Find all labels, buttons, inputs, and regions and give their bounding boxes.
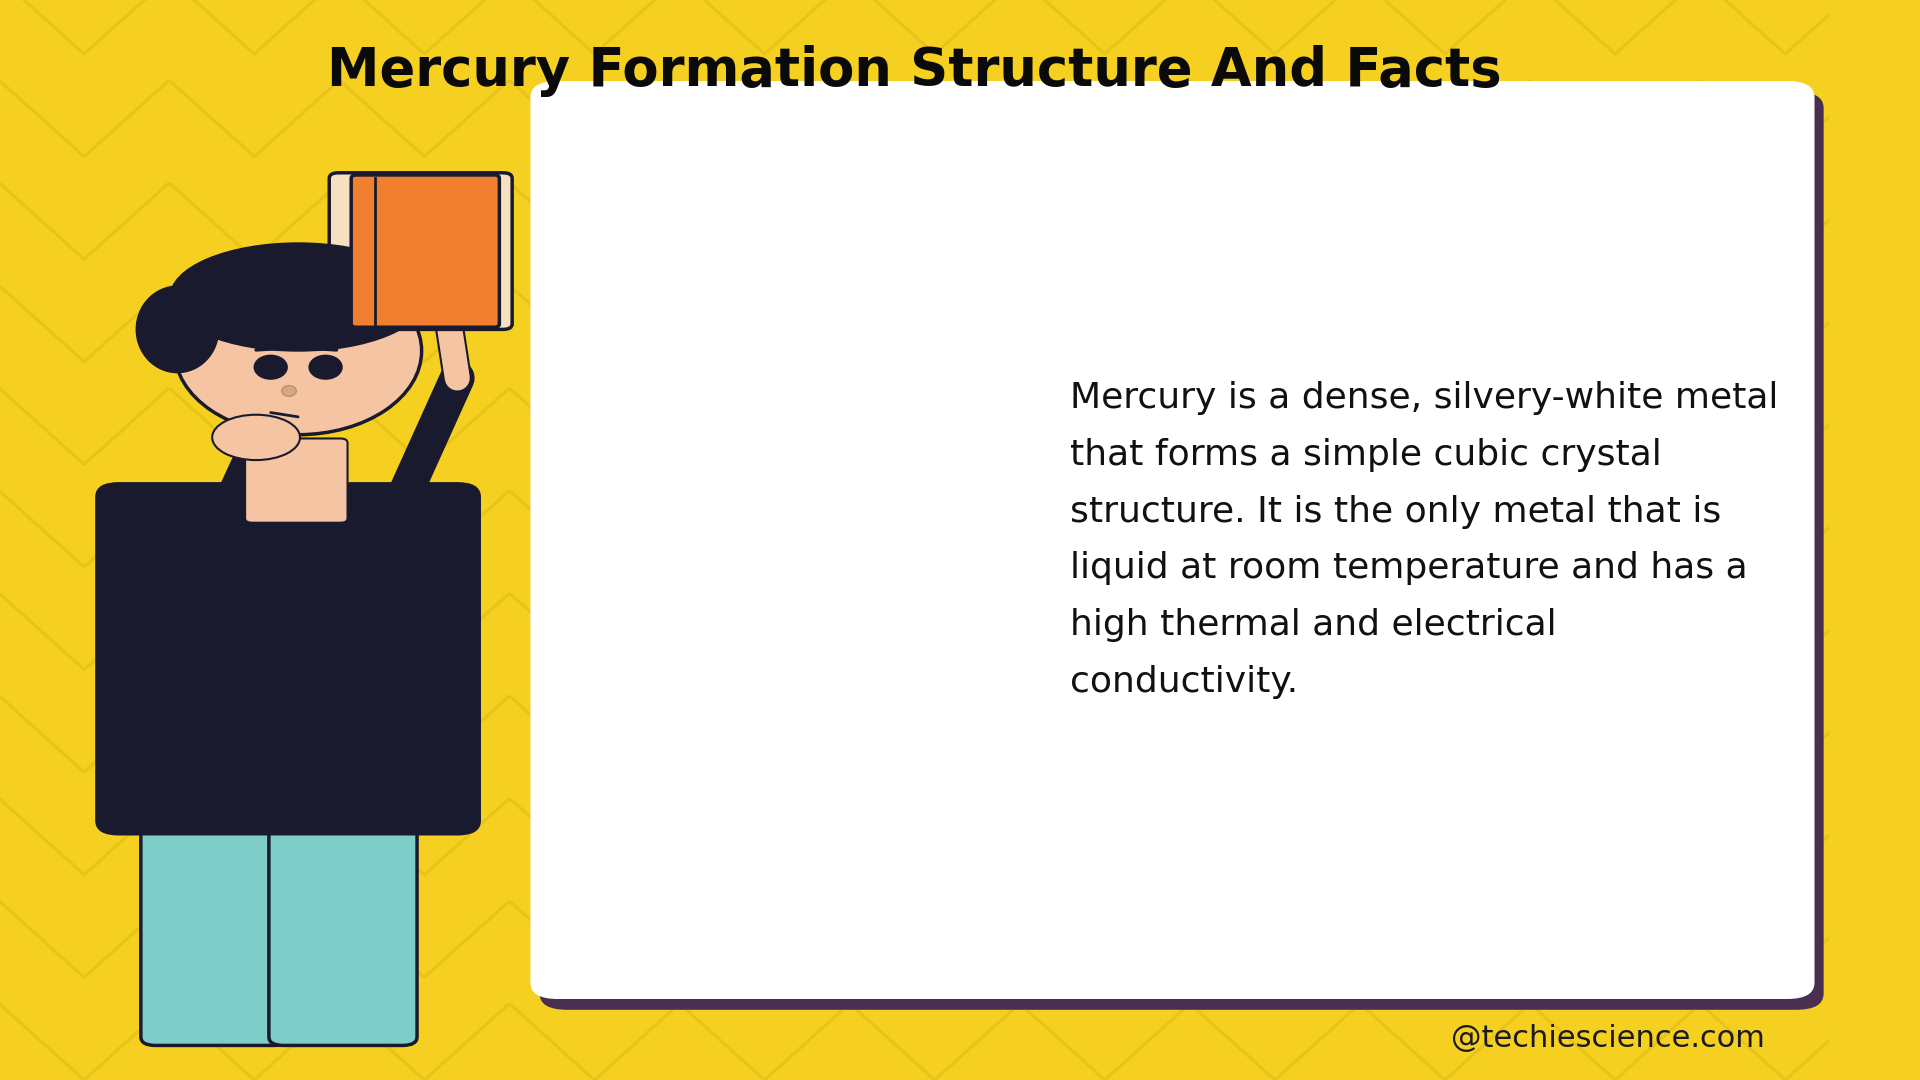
FancyBboxPatch shape: [351, 175, 499, 327]
Ellipse shape: [213, 415, 300, 460]
Ellipse shape: [171, 243, 426, 351]
Text: @techiescience.com: @techiescience.com: [1452, 1024, 1764, 1053]
Ellipse shape: [136, 286, 219, 373]
Ellipse shape: [309, 355, 342, 379]
FancyBboxPatch shape: [140, 791, 290, 1045]
Text: Mercury is a dense, silvery-white metal
that forms a simple cubic crystal
struct: Mercury is a dense, silvery-white metal …: [1069, 380, 1778, 700]
Ellipse shape: [253, 355, 288, 379]
Ellipse shape: [175, 267, 422, 434]
FancyBboxPatch shape: [530, 81, 1814, 999]
FancyBboxPatch shape: [269, 791, 417, 1045]
Ellipse shape: [282, 386, 296, 396]
FancyBboxPatch shape: [246, 438, 348, 523]
FancyBboxPatch shape: [96, 484, 480, 834]
Text: Mercury Formation Structure And Facts: Mercury Formation Structure And Facts: [326, 45, 1501, 97]
FancyBboxPatch shape: [328, 173, 513, 329]
FancyBboxPatch shape: [540, 92, 1824, 1010]
